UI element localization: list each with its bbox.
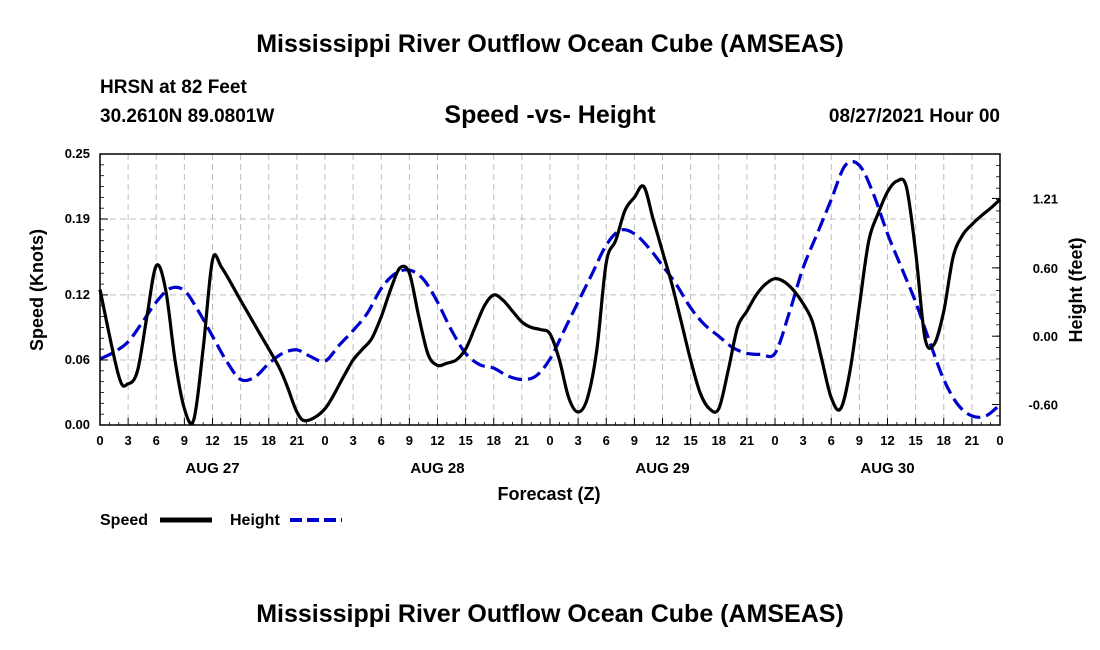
height-series-line — [99, 159, 1002, 419]
axis-labels: 0 3 6 9 12 15 18 21 0 3 6 9 12 15 18 21 0 3 6 9 12 15 18 21 0 3 6 9… — [65, 146, 1058, 477]
grid-lines — [100, 154, 1000, 425]
chart-subtitle: Speed -vs- Height — [444, 101, 656, 129]
x-tick-label: 0 — [771, 433, 778, 448]
coordinates-label: 30.2610N 89.0801W — [100, 106, 275, 127]
footer-title: Mississippi River Outflow Ocean Cube (AM… — [256, 600, 844, 628]
y2-tick-label: 0.00 — [1033, 329, 1058, 344]
day-label: AUG 29 — [635, 460, 689, 477]
x-tick-label: 21 — [740, 433, 754, 448]
forecast-datetime: 08/27/2021 Hour 00 — [828, 106, 1000, 127]
x-tick-label: 15 — [458, 433, 472, 448]
legend-height-label: Height — [230, 512, 280, 529]
day-label: AUG 28 — [410, 460, 464, 477]
y-tick-label: 0.25 — [65, 146, 90, 161]
data-series — [98, 159, 1002, 426]
x-tick-label: 3 — [800, 433, 807, 448]
x-tick-label: 12 — [880, 433, 894, 448]
x-tick-label: 6 — [603, 433, 610, 448]
y-tick-label: 0.00 — [65, 417, 90, 432]
x-tick-label: 3 — [575, 433, 582, 448]
x-tick-label: 12 — [430, 433, 444, 448]
x-tick-label: 9 — [181, 433, 188, 448]
y2-tick-label: -0.60 — [1028, 398, 1058, 413]
x-tick-label: 21 — [965, 433, 979, 448]
x-tick-label: 9 — [856, 433, 863, 448]
day-label: AUG 27 — [185, 460, 239, 477]
x-tick-label: 0 — [321, 433, 328, 448]
x-tick-label: 0 — [546, 433, 553, 448]
x-tick-label: 0 — [96, 433, 103, 448]
y-tick-label: 0.19 — [65, 211, 90, 226]
x-tick-label: 18 — [712, 433, 726, 448]
x-tick-label: 3 — [125, 433, 132, 448]
day-label: AUG 30 — [860, 460, 914, 477]
y2-tick-label: 0.60 — [1033, 261, 1058, 276]
chart-main-title: Mississippi River Outflow Ocean Cube (AM… — [256, 30, 844, 58]
x-tick-label: 9 — [631, 433, 638, 448]
x-axis-title: Forecast (Z) — [497, 484, 600, 504]
x-tick-label: 18 — [262, 433, 276, 448]
x-tick-label: 6 — [828, 433, 835, 448]
legend-speed-label: Speed — [100, 512, 148, 529]
station-label: HRSN at 82 Feet — [100, 77, 247, 98]
x-tick-label: 3 — [350, 433, 357, 448]
x-tick-label: 6 — [153, 433, 160, 448]
x-tick-label: 15 — [908, 433, 922, 448]
y2-axis-title: Height (feet) — [1066, 238, 1086, 343]
x-tick-label: 15 — [233, 433, 247, 448]
x-tick-label: 9 — [406, 433, 413, 448]
y-tick-label: 0.12 — [65, 287, 90, 302]
x-tick-label: 21 — [515, 433, 529, 448]
x-tick-label: 18 — [937, 433, 951, 448]
x-tick-label: 0 — [996, 433, 1003, 448]
x-tick-label: 18 — [487, 433, 501, 448]
speed-series-line — [98, 177, 1002, 426]
x-tick-label: 6 — [378, 433, 385, 448]
x-tick-label: 12 — [205, 433, 219, 448]
x-tick-label: 21 — [290, 433, 304, 448]
legend: Speed Height — [100, 512, 342, 529]
y-tick-label: 0.06 — [65, 352, 90, 367]
plot-frame — [99, 153, 1001, 426]
x-tick-label: 15 — [683, 433, 697, 448]
x-tick-label: 12 — [655, 433, 669, 448]
y-axis-title: Speed (Knots) — [27, 229, 47, 351]
y2-tick-label: 1.21 — [1033, 191, 1058, 206]
